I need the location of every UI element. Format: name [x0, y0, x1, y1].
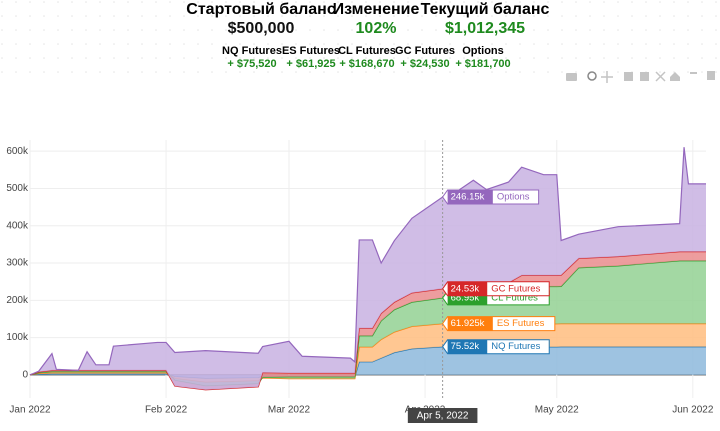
hover-x-label: Apr 5, 2022: [417, 411, 469, 422]
hover-label: 61.925k ES Futures: [442, 316, 556, 332]
hover-value-box: [447, 339, 488, 354]
hover-value: 61.925k: [451, 318, 485, 329]
hover-value: 246.15k: [451, 192, 485, 203]
x-tick-label: Feb 2022: [145, 405, 188, 416]
hover-x-box: [407, 408, 478, 423]
hover-value: 68.95k: [451, 292, 480, 303]
hover-value-box: [447, 316, 493, 331]
line: [29, 147, 706, 376]
hover-series-name: ES Futures: [497, 318, 545, 329]
y-tick-label: 600k: [6, 146, 29, 157]
area: [30, 323, 706, 383]
toolbar: [566, 71, 715, 83]
zoom-icon[interactable]: [587, 71, 597, 81]
area: [30, 346, 706, 379]
x-tick-label: Jun 2022: [672, 405, 714, 416]
hover-label: 24.53k GC Futures: [442, 281, 550, 297]
instrument-value: + $168,670: [339, 58, 394, 70]
background-pattern: [0, 0, 720, 80]
change-value: 102%: [356, 20, 397, 37]
y-tick-label: 100k: [6, 332, 29, 343]
start-value: $500,000: [228, 20, 295, 37]
x-tick-label: May 2022: [535, 405, 579, 416]
current-label: Текущий баланс: [421, 1, 550, 18]
x-tick-label: Mar 2022: [268, 405, 311, 416]
hover-series-name: GC Futures: [491, 283, 540, 294]
hover-value: 75.52k: [451, 341, 480, 352]
current-value: $1,012,345: [445, 20, 525, 37]
instrument-name: ES Futures: [282, 45, 340, 57]
hover-label: 246.15k Options: [442, 189, 540, 205]
plotly-logo[interactable]: [707, 71, 715, 80]
autoscale-icon[interactable]: [655, 71, 666, 82]
hover-series-name: NQ Futures: [491, 341, 540, 352]
hover-value-box: [447, 281, 488, 296]
hover-series-name: Options: [497, 192, 530, 203]
y-tick-label: 0: [22, 370, 28, 381]
instrument-name: CL Futures: [338, 45, 396, 57]
zoom-in-icon[interactable]: [624, 72, 633, 81]
y-tick-label: 500k: [6, 183, 29, 194]
plot-area: 0 100k 200k 300k 400k 500k 600k Jan 2022 Feb 202…: [6, 140, 714, 423]
y-tick-label: 300k: [6, 258, 29, 269]
hover-value: 24.53k: [451, 283, 480, 294]
zoom-out-icon[interactable]: [640, 72, 649, 81]
x-tick-label: Jan 2022: [9, 405, 51, 416]
instrument-value: + $181,700: [455, 58, 510, 70]
change-label: Изменение: [333, 1, 420, 18]
instrument-value: + $61,925: [286, 58, 335, 70]
spike-icon[interactable]: [690, 72, 697, 74]
instrument-value: + $24,530: [400, 58, 449, 70]
camera-icon[interactable]: [566, 73, 577, 81]
y-tick-label: 400k: [6, 220, 29, 231]
pan-icon[interactable]: [601, 71, 613, 83]
hover-label: 75.52k NQ Futures: [442, 339, 550, 355]
instrument-value: + $75,520: [227, 58, 276, 70]
instrument-name: GC Futures: [395, 45, 455, 57]
instrument-name: NQ Futures: [222, 45, 282, 57]
hover-value-box: [447, 190, 493, 205]
instrument-name: Options: [462, 45, 504, 57]
start-label: Стартовый баланс: [186, 1, 336, 18]
y-tick-label: 200k: [6, 295, 29, 306]
area: [30, 147, 706, 390]
hover-series-name: CL Futures: [491, 292, 538, 303]
reset-icon[interactable]: [670, 72, 680, 81]
instrument-summary: NQ Futures+ $75,520 ES Futures+ $61,925CL…: [222, 45, 511, 70]
